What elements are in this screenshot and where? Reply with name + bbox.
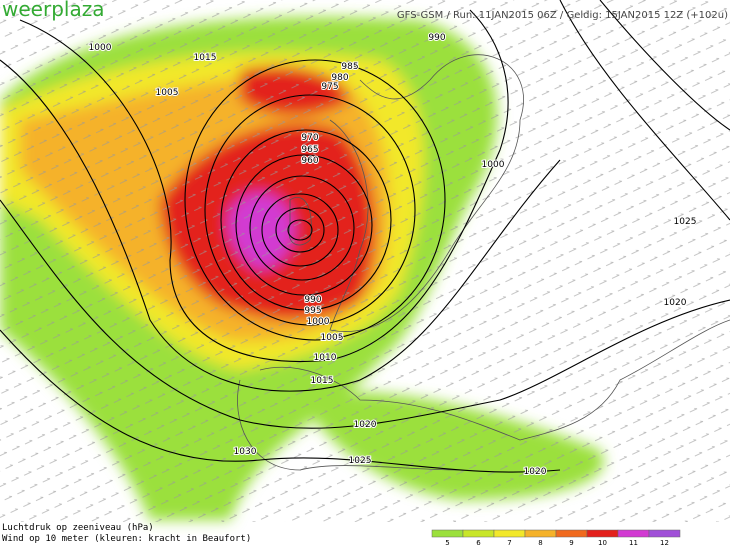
legend-swatch (431, 529, 464, 538)
isobar-label: 1010 (314, 353, 337, 363)
isobar-label: 975 (321, 82, 338, 92)
isobar-label: 1020 (664, 298, 687, 308)
isobar-label: 1000 (89, 43, 112, 53)
legend-label: 8 (538, 539, 542, 547)
legend-swatch (586, 529, 619, 538)
isobar-label: 1005 (321, 333, 344, 343)
isobar-label: 1025 (674, 217, 697, 227)
legend-label: 11 (629, 539, 638, 547)
isobar-label: 990 (428, 33, 445, 43)
beaufort-legend: 5 6 7 8 9 10 11 12 (431, 529, 681, 547)
isobar-label: 990 (304, 295, 321, 305)
legend-label: 7 (507, 539, 511, 547)
isobar-label: 1020 (354, 420, 377, 430)
isobar-label: 1005 (156, 88, 179, 98)
isobar-label: 1015 (311, 376, 334, 386)
legend-swatch (524, 529, 557, 538)
legend-label: 6 (476, 539, 481, 547)
legend-label: 9 (569, 539, 573, 547)
legend-swatch (493, 529, 526, 538)
footer-line: Wind op 10 meter (kleuren: kracht in Bea… (2, 534, 252, 544)
isobar-label: 1000 (482, 160, 505, 170)
isobar-label: 1025 (349, 456, 372, 466)
legend-label: 10 (598, 539, 607, 547)
wind-arrows (0, 0, 730, 522)
isobar-label: 980 (331, 73, 348, 83)
isobar-label: 1020 (524, 467, 547, 477)
legend-swatch (617, 529, 650, 538)
legend-swatch (648, 529, 681, 538)
isobar-label: 965 (301, 145, 318, 155)
logo: weerplaza (2, 0, 104, 21)
coastlines (237, 54, 730, 471)
isobar-label: 995 (304, 306, 321, 316)
isobar-label: 970 (301, 133, 318, 143)
isobars (0, 0, 730, 473)
footer-line: Luchtdruk op zeeniveau (hPa) (2, 523, 154, 533)
legend-label: 5 (445, 539, 449, 547)
legend-swatch (555, 529, 588, 538)
legend-swatch (462, 529, 495, 538)
isobar-label: 1030 (234, 447, 257, 457)
legend-label: 12 (660, 539, 669, 547)
isobar-label: 1015 (194, 53, 217, 63)
isobar-label: 960 (301, 156, 318, 166)
run-info: GFS-GSM / Run: 11JAN2015 06Z / Geldig: 1… (397, 10, 728, 21)
isobar-label: 1000 (307, 317, 330, 327)
isobar-label: 985 (341, 62, 358, 72)
